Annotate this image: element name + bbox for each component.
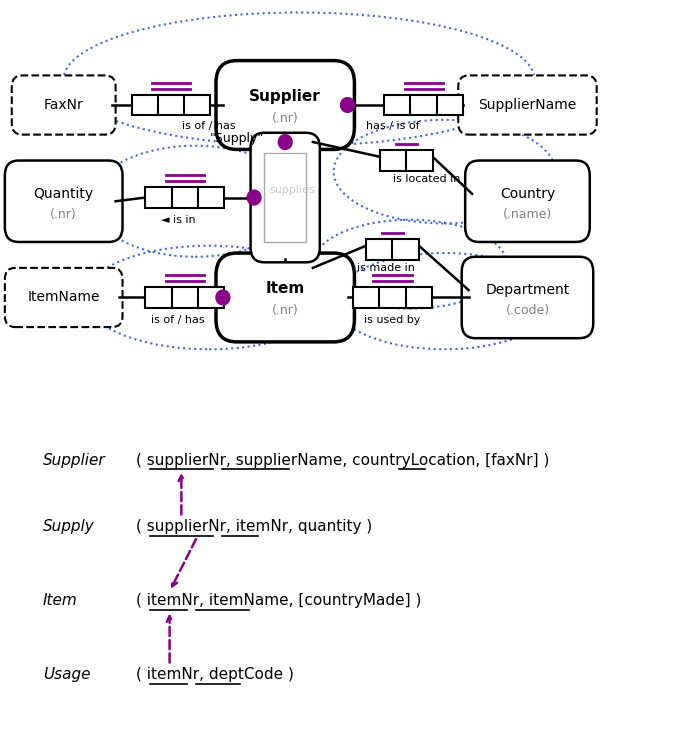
- Text: Country: Country: [500, 186, 555, 201]
- Bar: [264, 153, 306, 242]
- Text: ( itemNr, deptCode ): ( itemNr, deptCode ): [136, 667, 294, 683]
- Bar: [380, 150, 433, 171]
- Text: ItemName: ItemName: [27, 291, 100, 305]
- Bar: [145, 187, 224, 208]
- Text: ( supplierNr, itemNr, quantity ): ( supplierNr, itemNr, quantity ): [136, 519, 373, 534]
- FancyBboxPatch shape: [216, 253, 354, 342]
- Bar: [366, 239, 419, 260]
- Text: Item: Item: [43, 594, 78, 609]
- Text: ◄ is in: ◄ is in: [161, 215, 195, 224]
- Text: is used by: is used by: [364, 315, 420, 325]
- Bar: [353, 287, 432, 308]
- Text: Item: Item: [265, 281, 305, 296]
- Circle shape: [341, 97, 354, 112]
- Text: is located in: is located in: [393, 174, 461, 184]
- Text: supplies: supplies: [269, 185, 315, 195]
- Bar: [131, 94, 211, 115]
- Text: ( itemNr, itemName, [countryMade] ): ( itemNr, itemName, [countryMade] ): [136, 594, 422, 609]
- Text: ( supplierNr, supplierName, countryLocation, [faxNr] ): ( supplierNr, supplierName, countryLocat…: [136, 452, 550, 468]
- Text: Supplier: Supplier: [43, 452, 106, 468]
- Text: SupplierName: SupplierName: [478, 98, 577, 112]
- Bar: [384, 94, 463, 115]
- Text: "Supply": "Supply": [210, 132, 264, 145]
- Text: has / is of: has / is of: [366, 121, 419, 131]
- Text: (.code): (.code): [505, 305, 550, 317]
- Text: Supply: Supply: [43, 519, 95, 534]
- Text: (.name): (.name): [503, 208, 552, 221]
- Text: Supplier: Supplier: [250, 88, 321, 103]
- Text: is of / has: is of / has: [151, 315, 205, 325]
- Text: FaxNr: FaxNr: [44, 98, 83, 112]
- FancyBboxPatch shape: [12, 75, 115, 134]
- FancyBboxPatch shape: [5, 160, 122, 242]
- FancyBboxPatch shape: [461, 257, 594, 338]
- Circle shape: [216, 290, 230, 305]
- FancyBboxPatch shape: [251, 133, 320, 262]
- Text: (.nr): (.nr): [272, 112, 299, 125]
- Text: (.nr): (.nr): [50, 208, 77, 221]
- Text: Usage: Usage: [43, 667, 90, 683]
- FancyBboxPatch shape: [5, 268, 122, 327]
- Text: (.nr): (.nr): [272, 305, 299, 317]
- FancyBboxPatch shape: [465, 160, 590, 242]
- Circle shape: [278, 134, 292, 149]
- Bar: [145, 287, 224, 308]
- FancyBboxPatch shape: [216, 61, 354, 149]
- Circle shape: [247, 190, 261, 205]
- Text: Quantity: Quantity: [33, 186, 94, 201]
- Text: Department: Department: [485, 283, 570, 297]
- Text: is of / has: is of / has: [182, 121, 236, 131]
- Text: is made in: is made in: [357, 263, 414, 273]
- FancyBboxPatch shape: [458, 75, 597, 134]
